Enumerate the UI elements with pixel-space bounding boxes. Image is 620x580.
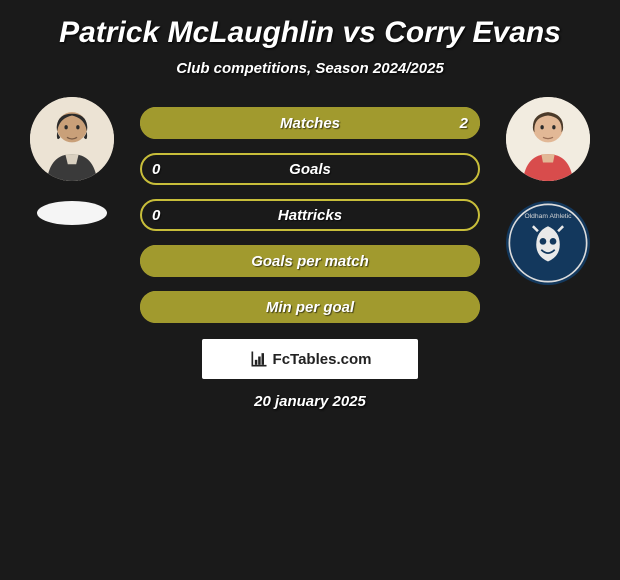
svg-text:Oldham Athletic: Oldham Athletic bbox=[524, 213, 572, 220]
player2-avatar bbox=[506, 97, 590, 181]
vs-label: vs bbox=[342, 16, 375, 49]
stat-label: Goals bbox=[289, 161, 331, 178]
subtitle: Club competitions, Season 2024/2025 bbox=[0, 60, 620, 77]
watermark-text: FcTables.com bbox=[273, 351, 372, 368]
page-title: Patrick McLaughlin vs Corry Evans bbox=[0, 16, 620, 50]
avatar-placeholder-icon bbox=[506, 97, 590, 181]
chart-icon bbox=[249, 349, 269, 369]
stat-bar: Goals per match bbox=[140, 245, 480, 277]
right-column: Oldham Athletic bbox=[498, 97, 598, 285]
stat-value-right: 2 bbox=[460, 115, 468, 132]
stat-label: Hattricks bbox=[278, 207, 342, 224]
stat-value-left: 0 bbox=[152, 207, 160, 224]
stat-bars: 2 Matches 0 Goals 0 Hattricks Goals per match M… bbox=[140, 107, 480, 323]
player1-avatar bbox=[30, 97, 114, 181]
stat-bar: Min per goal bbox=[140, 291, 480, 323]
player2-name: Corry Evans bbox=[384, 16, 561, 49]
left-column bbox=[22, 97, 122, 225]
date-label: 20 january 2025 bbox=[0, 393, 620, 410]
comparison-card: Patrick McLaughlin vs Corry Evans Club c… bbox=[0, 0, 620, 440]
watermark: FcTables.com bbox=[202, 339, 418, 379]
stat-value-left: 0 bbox=[152, 161, 160, 178]
comparison-body: 2 Matches 0 Goals 0 Hattricks Goals per match M… bbox=[0, 97, 620, 323]
stat-label: Goals per match bbox=[251, 253, 369, 270]
stat-bar: 0 Goals bbox=[140, 153, 480, 185]
stat-label: Matches bbox=[280, 115, 340, 132]
player1-club-logo bbox=[37, 201, 107, 225]
stat-bar: 0 Hattricks bbox=[140, 199, 480, 231]
avatar-placeholder-icon bbox=[30, 97, 114, 181]
stat-label: Min per goal bbox=[266, 299, 354, 316]
player2-club-logo: Oldham Athletic bbox=[506, 201, 590, 285]
club-crest-icon: Oldham Athletic bbox=[506, 201, 590, 285]
player1-name: Patrick McLaughlin bbox=[59, 16, 334, 49]
stat-bar: 2 Matches bbox=[140, 107, 480, 139]
